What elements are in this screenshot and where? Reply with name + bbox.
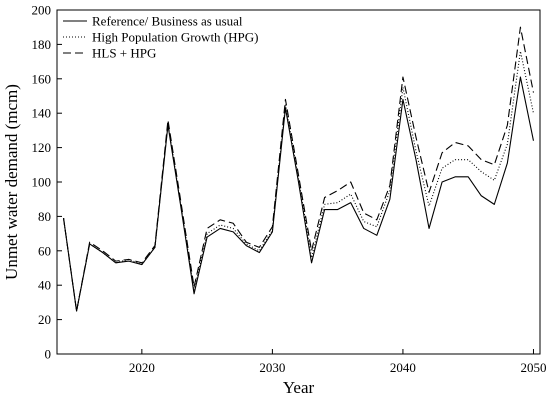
legend-label: Reference/ Business as usual [92,14,243,29]
y-tick-label: 140 [32,106,52,121]
series-lines [62,26,535,312]
y-tick-label: 0 [45,347,52,362]
x-tick-label: 2040 [390,360,416,375]
legend-label: HLS + HPG [92,46,156,61]
x-tick-label: 2020 [129,360,155,375]
y-tick-label: 120 [32,140,52,155]
y-axis-title: Unmet water demand (mcm) [2,84,21,280]
legend-label: High Population Growth (HPG) [92,30,258,45]
y-tick-label: 200 [32,3,52,18]
y-tick-label: 180 [32,37,52,52]
y-tick-label: 80 [38,209,51,224]
y-tick-label: 20 [38,312,51,327]
y-tick-label: 160 [32,71,52,86]
y-tick-label: 60 [38,243,51,258]
y-tick-label: 100 [32,175,52,190]
x-axis-title: Year [283,378,315,397]
x-tick-label: 2050 [520,360,546,375]
series-line-1 [62,50,535,312]
y-tick-label: 40 [38,278,51,293]
x-tick-label: 2030 [259,360,285,375]
series-line-2 [62,26,535,312]
series-line-0 [62,76,535,312]
